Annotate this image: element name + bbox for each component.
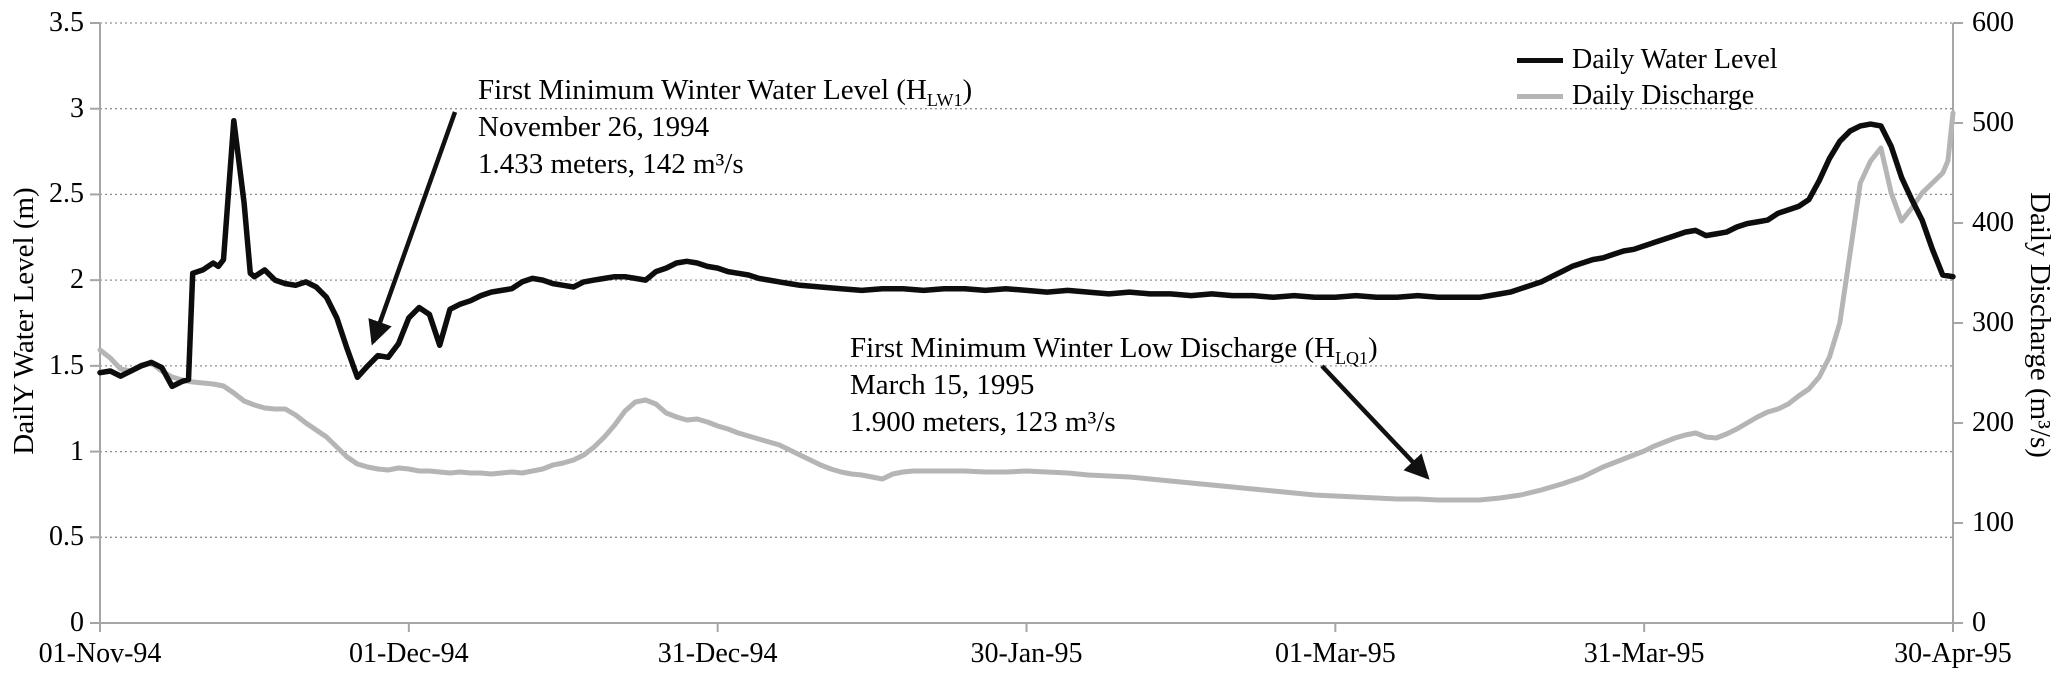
y-left-tick-label: 2 [70, 264, 84, 296]
y-left-tick-label: 0.5 [49, 521, 84, 553]
legend-swatch-discharge [1517, 93, 1563, 99]
y-right-tick-label: 0 [1972, 607, 1986, 638]
gridlines [100, 22, 1953, 538]
x-tick-label: 30-Apr-95 [1894, 638, 2012, 669]
annotation-water-level-minimum: First Minimum Winter Water Level (HLW1) … [478, 72, 972, 183]
discharge-line [97, 110, 1956, 503]
legend-item-discharge: Daily Discharge [1517, 80, 1778, 112]
annotation-discharge-title: First Minimum Winter Low Discharge (HLQ1… [850, 332, 1378, 368]
y-left-tick-label: 3.5 [49, 7, 84, 38]
axes [90, 22, 1963, 632]
annotation-arrow-water-level [368, 111, 458, 346]
legend-item-water-level: Daily Water Level [1517, 44, 1778, 76]
x-tick-label: 01-Dec-94 [348, 638, 469, 669]
water-level-line [97, 117, 1956, 390]
legend: Daily Water Level Daily Discharge [1517, 44, 1778, 116]
y-left-tick-label: 1.5 [49, 349, 84, 381]
legend-swatch-water-level [1517, 57, 1563, 63]
legend-label-discharge: Daily Discharge [1572, 80, 1755, 111]
annotation-water-level-title: First Minimum Winter Water Level (HLW1) [478, 74, 973, 110]
annotation-arrow-discharge [1320, 364, 1430, 480]
y-right-tick-label: 400 [1972, 207, 2014, 238]
x-tick-label: 31-Mar-95 [1583, 638, 1705, 669]
x-tick-label: 01-Mar-95 [1274, 638, 1396, 669]
x-tick-label: 01-Nov-94 [38, 638, 162, 669]
y-right-tick-label: 300 [1972, 307, 2014, 338]
y-left-tick-label: 1 [70, 435, 84, 467]
y-right-tick-label: 200 [1972, 407, 2014, 438]
y-right-tick-label: 600 [1972, 7, 2014, 38]
x-tick-label: 31-Dec-94 [657, 638, 778, 669]
y-left-tick-label: 0 [70, 607, 84, 638]
annotation-discharge-minimum: First Minimum Winter Low Discharge (HLQ1… [850, 330, 1378, 441]
annotation-discharge-values: 1.900 meters, 123 m³/s [850, 406, 1116, 438]
y-left-tick-label: 2.5 [49, 178, 84, 210]
legend-label-water-level: Daily Water Level [1572, 44, 1778, 75]
y-right-tick-label: 500 [1972, 107, 2014, 138]
annotation-water-level-date: November 26, 1994 [478, 111, 710, 143]
y-right-tick-label: 100 [1972, 507, 2014, 538]
y-left-tick-label: 3 [70, 92, 84, 124]
series-lines [97, 110, 1956, 503]
annotation-water-level-values: 1.433 meters, 142 m³/s [478, 148, 744, 180]
x-tick-label: 30-Jan-95 [970, 638, 1083, 669]
annotation-discharge-date: March 15, 1995 [850, 369, 1035, 401]
